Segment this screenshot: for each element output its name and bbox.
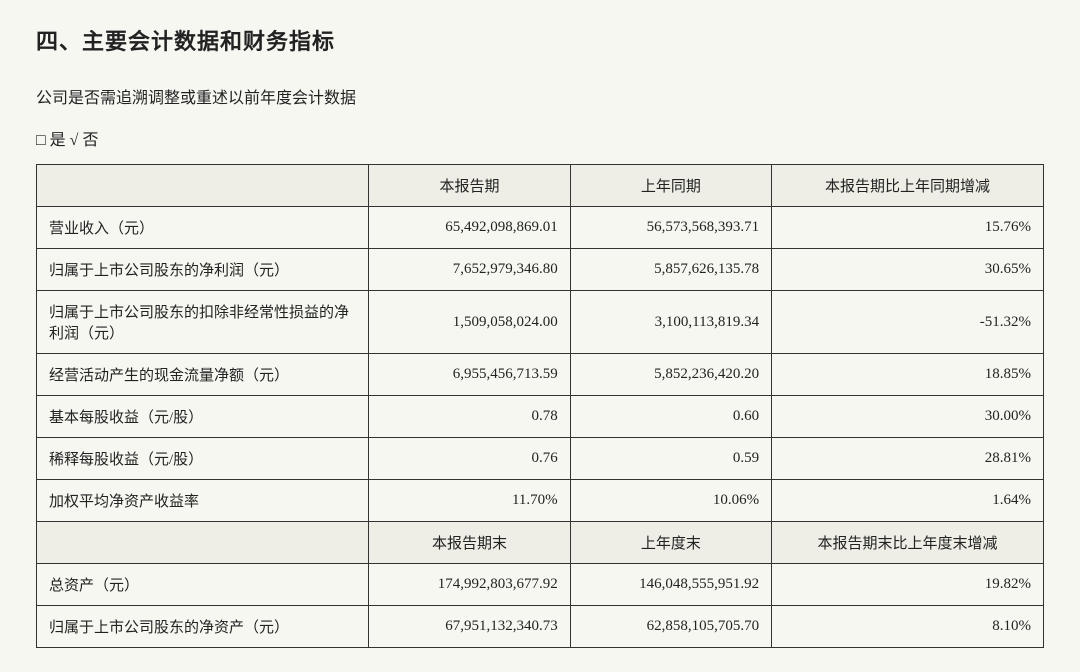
row-value: 1,509,058,024.00 xyxy=(369,291,570,354)
row-value: 15.76% xyxy=(772,207,1044,249)
row-value: 5,852,236,420.20 xyxy=(570,354,771,396)
period-header-cell: 本报告期比上年同期增减 xyxy=(772,165,1044,207)
row-value: 28.81% xyxy=(772,438,1044,480)
row-value: 18.85% xyxy=(772,354,1044,396)
row-label: 归属于上市公司股东的净利润（元） xyxy=(37,249,369,291)
row-value: -51.32% xyxy=(772,291,1044,354)
period-row: 归属于上市公司股东的扣除非经常性损益的净利润（元）1,509,058,024.0… xyxy=(37,291,1044,354)
section-title: 四、主要会计数据和财务指标 xyxy=(36,24,1044,56)
balance-header-cell: 本报告期末 xyxy=(369,522,570,564)
row-value: 56,573,568,393.71 xyxy=(570,207,771,249)
balance-row: 总资产（元）174,992,803,677.92146,048,555,951.… xyxy=(37,564,1044,606)
row-value: 1.64% xyxy=(772,480,1044,522)
period-row: 加权平均净资产收益率11.70%10.06%1.64% xyxy=(37,480,1044,522)
period-header-row: 本报告期上年同期本报告期比上年同期增减 xyxy=(37,165,1044,207)
row-value: 65,492,098,869.01 xyxy=(369,207,570,249)
row-label: 加权平均净资产收益率 xyxy=(37,480,369,522)
row-label: 总资产（元） xyxy=(37,564,369,606)
row-value: 8.10% xyxy=(772,606,1044,648)
period-row: 基本每股收益（元/股）0.780.6030.00% xyxy=(37,396,1044,438)
row-value: 146,048,555,951.92 xyxy=(570,564,771,606)
row-value: 67,951,132,340.73 xyxy=(369,606,570,648)
row-value: 10.06% xyxy=(570,480,771,522)
balance-header-row: 本报告期末上年度末本报告期末比上年度末增减 xyxy=(37,522,1044,564)
period-header-cell: 本报告期 xyxy=(369,165,570,207)
row-label: 稀释每股收益（元/股） xyxy=(37,438,369,480)
checkbox-line: □ 是 √ 否 xyxy=(36,126,1044,150)
balance-header-cell: 上年度末 xyxy=(570,522,771,564)
balance-header-cell xyxy=(37,522,369,564)
row-value: 174,992,803,677.92 xyxy=(369,564,570,606)
row-value: 6,955,456,713.59 xyxy=(369,354,570,396)
row-label: 归属于上市公司股东的扣除非经常性损益的净利润（元） xyxy=(37,291,369,354)
balance-header-cell: 本报告期末比上年度末增减 xyxy=(772,522,1044,564)
financial-table: 本报告期上年同期本报告期比上年同期增减营业收入（元）65,492,098,869… xyxy=(36,164,1044,648)
row-label: 营业收入（元） xyxy=(37,207,369,249)
row-value: 7,652,979,346.80 xyxy=(369,249,570,291)
row-value: 0.60 xyxy=(570,396,771,438)
row-label: 经营活动产生的现金流量净额（元） xyxy=(37,354,369,396)
period-header-cell: 上年同期 xyxy=(570,165,771,207)
period-row: 稀释每股收益（元/股）0.760.5928.81% xyxy=(37,438,1044,480)
row-value: 11.70% xyxy=(369,480,570,522)
row-label: 基本每股收益（元/股） xyxy=(37,396,369,438)
row-value: 0.76 xyxy=(369,438,570,480)
balance-row: 归属于上市公司股东的净资产（元）67,951,132,340.7362,858,… xyxy=(37,606,1044,648)
row-value: 30.00% xyxy=(772,396,1044,438)
subtitle-text: 公司是否需追溯调整或重述以前年度会计数据 xyxy=(36,84,1044,108)
row-label: 归属于上市公司股东的净资产（元） xyxy=(37,606,369,648)
period-header-cell xyxy=(37,165,369,207)
row-value: 0.78 xyxy=(369,396,570,438)
row-value: 3,100,113,819.34 xyxy=(570,291,771,354)
row-value: 0.59 xyxy=(570,438,771,480)
row-value: 30.65% xyxy=(772,249,1044,291)
row-value: 62,858,105,705.70 xyxy=(570,606,771,648)
period-row: 归属于上市公司股东的净利润（元）7,652,979,346.805,857,62… xyxy=(37,249,1044,291)
row-value: 5,857,626,135.78 xyxy=(570,249,771,291)
period-row: 经营活动产生的现金流量净额（元）6,955,456,713.595,852,23… xyxy=(37,354,1044,396)
row-value: 19.82% xyxy=(772,564,1044,606)
period-row: 营业收入（元）65,492,098,869.0156,573,568,393.7… xyxy=(37,207,1044,249)
